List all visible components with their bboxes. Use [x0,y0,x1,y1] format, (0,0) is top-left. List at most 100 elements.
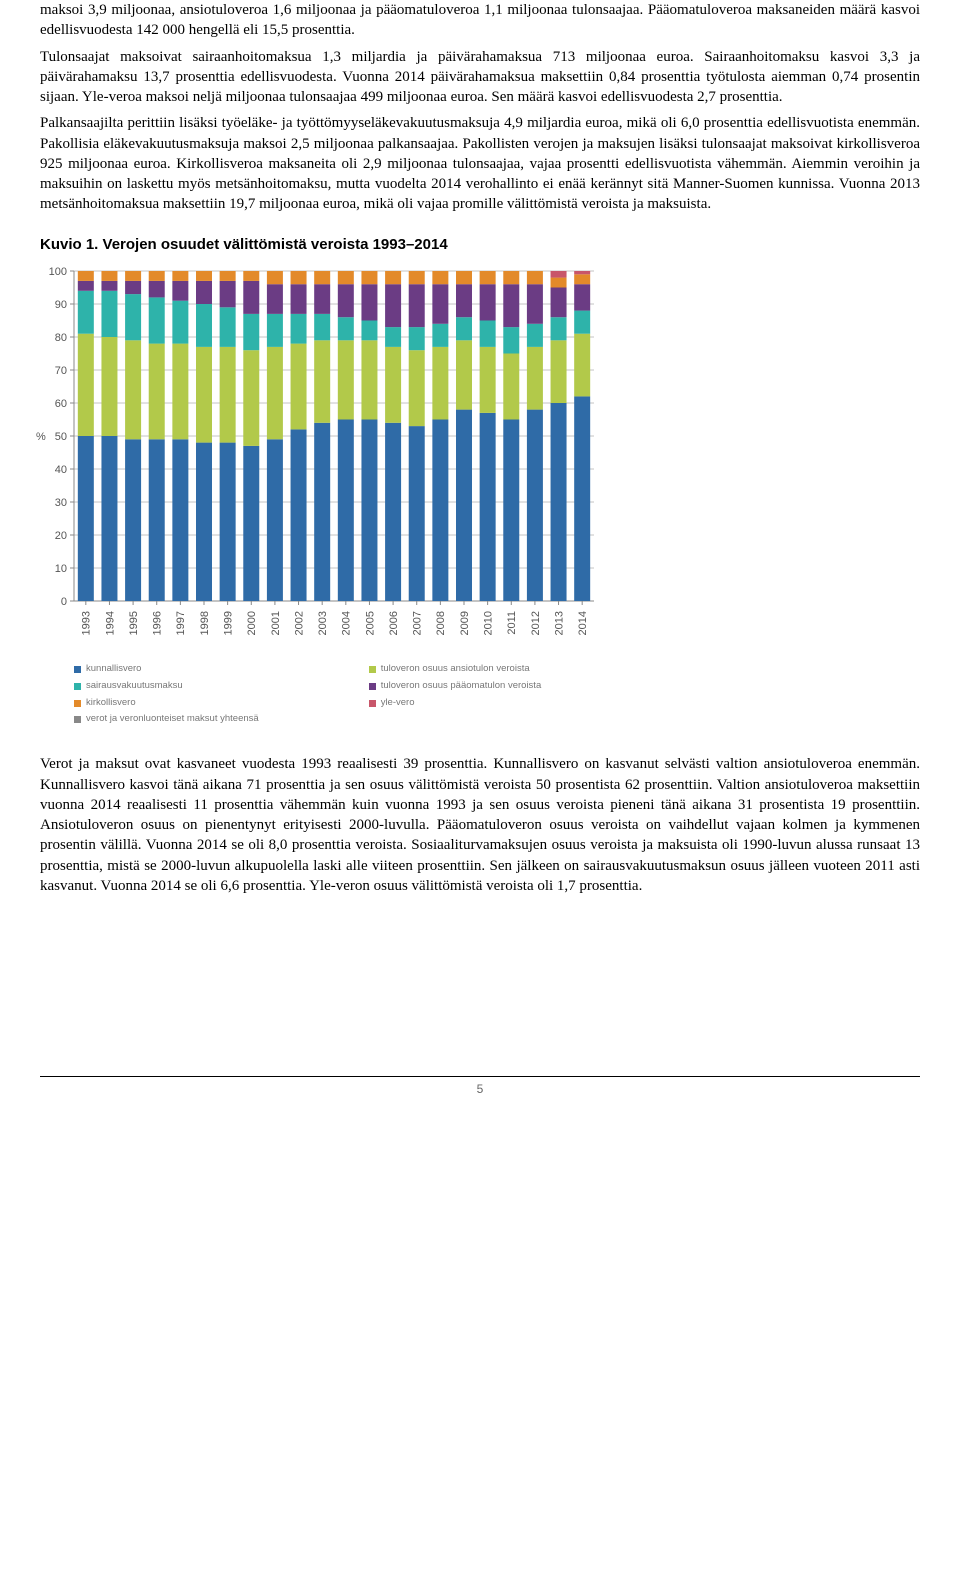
bar-segment [196,281,212,304]
svg-text:10: 10 [55,563,67,575]
bar-segment [78,291,94,334]
svg-text:2008: 2008 [435,611,447,635]
bar-segment [527,284,543,324]
bar-segment [125,439,141,601]
bar-segment [243,271,259,281]
paragraph-4: Verot ja maksut ovat kasvaneet vuodesta … [40,754,920,896]
bar-segment [149,281,165,298]
bar-segment [314,271,330,284]
legend-label: kunnallisvero [86,663,141,676]
bar-segment [385,347,401,423]
legend-label: tuloveron osuus ansiotulon veroista [381,663,530,676]
bar-segment [456,317,472,340]
bar-segment [385,327,401,347]
bar-segment [527,324,543,347]
bar-segment [480,284,496,320]
svg-text:30: 30 [55,497,67,509]
legend-item: kunnallisvero [74,663,259,676]
legend-swatch [369,700,376,707]
svg-text:20: 20 [55,530,67,542]
bar-segment [220,347,236,443]
legend-item: verot ja veronluonteiset maksut yhteensä [74,713,259,726]
bar-segment [172,281,188,301]
bar-segment [361,340,377,419]
bar-segment [101,291,117,337]
bar-segment [220,307,236,347]
bar-segment [385,284,401,327]
svg-text:2013: 2013 [553,611,565,635]
bar-segment [480,413,496,601]
svg-text:60: 60 [55,398,67,410]
legend-swatch [74,700,81,707]
bar-segment [527,347,543,410]
bar-segment [432,347,448,420]
bar-segment [267,271,283,284]
svg-text:90: 90 [55,299,67,311]
svg-text:70: 70 [55,365,67,377]
bar-segment [172,343,188,439]
svg-text:100: 100 [49,266,67,278]
legend-item: sairausvakuutusmaksu [74,680,259,693]
bar-segment [338,284,354,317]
bar-segment [503,419,519,601]
svg-text:2004: 2004 [341,611,353,635]
bar-segment [243,350,259,446]
svg-text:1998: 1998 [199,611,211,635]
svg-text:2012: 2012 [530,611,542,635]
page-number: 5 [477,1082,484,1096]
bar-segment [101,337,117,436]
bar-segment [527,409,543,600]
bar-segment [574,271,590,274]
legend-label: tuloveron osuus pääomatulon veroista [381,680,542,693]
bar-segment [125,271,141,281]
paragraph-1: maksoi 3,9 miljoonaa, ansiotuloveroa 1,6… [40,0,920,41]
bar-segment [314,423,330,601]
bar-segment [196,347,212,443]
svg-text:2006: 2006 [388,611,400,635]
bar-segment [432,324,448,347]
bar-segment [149,343,165,439]
svg-text:2005: 2005 [364,611,376,635]
bar-segment [149,297,165,343]
legend-item: yle-vero [369,697,542,710]
bar-segment [409,426,425,601]
bar-segment [409,284,425,327]
bar-segment [551,317,567,340]
bar-segment [196,442,212,600]
bar-segment [338,419,354,601]
svg-text:1993: 1993 [81,611,93,635]
bar-segment [267,439,283,601]
svg-text:2002: 2002 [293,611,305,635]
paragraph-3: Palkansaajilta perittiin lisäksi työeläk… [40,113,920,214]
bar-segment [432,419,448,601]
svg-text:1994: 1994 [104,611,116,635]
bar-segment [291,271,307,284]
svg-text:%: % [36,431,46,443]
bar-segment [267,347,283,439]
bar-segment [551,340,567,403]
bar-segment [243,446,259,601]
bar-segment [125,281,141,294]
bar-segment [456,271,472,284]
svg-text:1996: 1996 [152,611,164,635]
page-footer: 5 [40,1076,920,1097]
bar-segment [503,271,519,284]
stacked-bar-chart: 0102030405060708090100%19931994199519961… [28,263,604,651]
bar-segment [314,314,330,340]
svg-text:1995: 1995 [128,611,140,635]
bar-segment [125,294,141,340]
bar-segment [125,340,141,439]
bar-segment [314,284,330,314]
bar-segment [78,271,94,281]
bar-segment [243,314,259,350]
bar-segment [527,271,543,284]
bar-segment [361,320,377,340]
legend-label: yle-vero [381,697,415,710]
svg-text:2003: 2003 [317,611,329,635]
bar-segment [338,271,354,284]
legend-item: tuloveron osuus pääomatulon veroista [369,680,542,693]
bar-segment [503,284,519,327]
bar-segment [574,396,590,601]
bar-segment [291,429,307,601]
legend-swatch [74,683,81,690]
